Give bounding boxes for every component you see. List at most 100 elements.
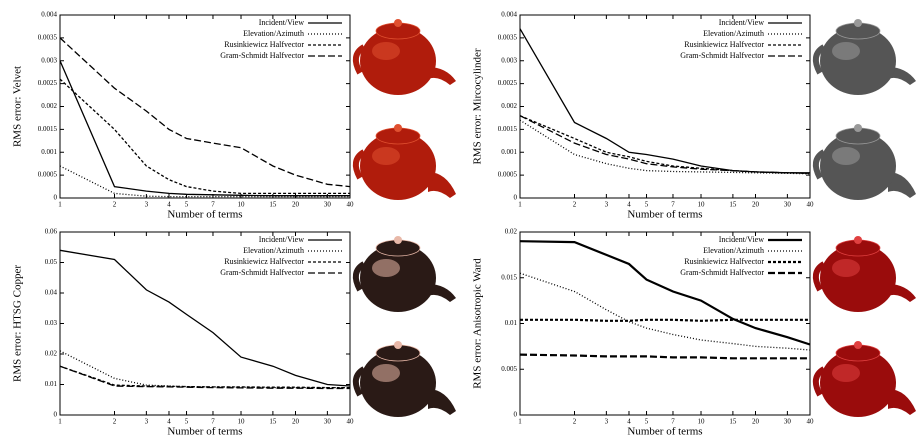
plot-frame [60, 232, 350, 415]
x-tick-label: 7 [211, 201, 215, 209]
x-tick-label: 20 [752, 418, 760, 426]
x-tick-label: 40 [347, 418, 355, 426]
teapot-knob [854, 124, 862, 132]
plot-frame [60, 15, 350, 198]
y-tick-label: 0.02 [45, 350, 58, 358]
x-tick-label: 7 [211, 418, 215, 426]
x-tick-label: 10 [698, 418, 706, 426]
teapot-highlight [832, 42, 860, 60]
x-tick-label: 5 [185, 418, 189, 426]
teapot-knob [854, 341, 862, 349]
teapot-knob [394, 124, 402, 132]
chart-panel: 00.0050.010.0150.021234571015203040Numbe… [472, 228, 916, 437]
x-tick-label: 30 [784, 418, 792, 426]
x-tick-label: 20 [292, 201, 300, 209]
y-tick-label: 0.0015 [38, 125, 58, 133]
x-tick-label: 40 [807, 201, 815, 209]
x-tick-label: 10 [698, 201, 706, 209]
series-line [520, 241, 810, 344]
series-line [520, 116, 810, 174]
x-tick-label: 2 [113, 201, 117, 209]
teapot-highlight [372, 147, 400, 165]
legend-label: Elevation/Azimuth [243, 246, 304, 255]
y-tick-label: 0.003 [41, 56, 57, 64]
legend-label: Gram-Schmidt Halfvector [680, 51, 764, 60]
legend-label: Elevation/Azimuth [703, 246, 764, 255]
series-line [60, 38, 350, 187]
y-tick-label: 0.01 [45, 380, 58, 388]
teapot-render [356, 341, 456, 417]
legend-label: Incident/View [719, 235, 765, 244]
plot-frame [520, 15, 810, 198]
legend-label: Rusinkiewicz Halfvector [684, 257, 764, 266]
y-tick-label: 0.001 [501, 148, 517, 156]
teapot-knob [394, 236, 402, 244]
teapot-render [816, 124, 916, 200]
teapot-render [356, 19, 456, 95]
teapot-render [816, 341, 916, 417]
series-line [60, 366, 350, 388]
y-tick-label: 0.015 [501, 273, 517, 281]
legend-label: Rusinkiewicz Halfvector [684, 40, 764, 49]
legend-label: Gram-Schmidt Halfvector [220, 51, 304, 60]
y-tick-label: 0.0005 [498, 171, 518, 179]
y-tick-label: 0.003 [501, 56, 517, 64]
y-tick-label: 0 [54, 194, 58, 202]
y-tick-label: 0 [54, 411, 58, 419]
series-line [60, 79, 350, 193]
x-tick-label: 40 [807, 418, 815, 426]
chart-panel: 00.00050.0010.00150.0020.00250.0030.0035… [12, 11, 456, 221]
legend-label: Rusinkiewicz Halfvector [224, 40, 304, 49]
teapot-render [816, 19, 916, 95]
teapot-knob [394, 341, 402, 349]
series-line [60, 366, 350, 387]
teapot-render [816, 236, 916, 312]
x-tick-label: 4 [167, 418, 171, 426]
y-tick-label: 0.06 [45, 228, 58, 236]
legend-label: Gram-Schmidt Halfvector [680, 268, 764, 277]
legend-label: Elevation/Azimuth [703, 29, 764, 38]
x-tick-label: 1 [518, 418, 522, 426]
y-tick-label: 0 [514, 194, 518, 202]
x-tick-label: 20 [752, 201, 760, 209]
x-tick-label: 30 [784, 201, 792, 209]
x-tick-label: 1 [518, 201, 522, 209]
series-line [520, 273, 810, 350]
x-tick-label: 4 [167, 201, 171, 209]
series-line [520, 355, 810, 359]
teapot-highlight [372, 259, 400, 277]
teapot-knob [854, 236, 862, 244]
series-line [60, 250, 350, 386]
y-tick-label: 0.05 [45, 258, 58, 266]
y-tick-label: 0.0035 [38, 33, 58, 41]
chart-panel: 00.00050.0010.00150.0020.00250.0030.0035… [472, 11, 916, 221]
y-tick-label: 0.002 [501, 102, 517, 110]
y-axis-label: RMS error: Velvet [12, 66, 24, 147]
legend-label: Gram-Schmidt Halfvector [220, 268, 304, 277]
y-tick-label: 0.004 [41, 11, 57, 19]
teapot-highlight [832, 364, 860, 382]
x-tick-label: 20 [292, 418, 300, 426]
x-tick-label: 2 [113, 418, 117, 426]
x-tick-label: 40 [347, 201, 355, 209]
x-tick-label: 2 [573, 418, 577, 426]
teapot-knob [394, 19, 402, 27]
x-tick-label: 5 [645, 418, 649, 426]
series-line [520, 320, 810, 321]
y-tick-label: 0.0025 [498, 79, 518, 87]
x-tick-label: 15 [729, 418, 737, 426]
x-tick-label: 3 [145, 201, 149, 209]
x-tick-label: 3 [605, 201, 609, 209]
x-tick-label: 4 [627, 418, 631, 426]
y-tick-label: 0.002 [41, 102, 57, 110]
x-tick-label: 15 [269, 201, 277, 209]
y-tick-label: 0.0035 [498, 33, 518, 41]
y-tick-label: 0.004 [501, 11, 517, 19]
x-tick-label: 7 [671, 201, 675, 209]
y-tick-label: 0.0005 [38, 171, 58, 179]
y-tick-label: 0 [514, 411, 518, 419]
series-line [520, 116, 810, 174]
teapot-render [356, 124, 456, 200]
figure: 00.00050.0010.00150.0020.00250.0030.0035… [0, 0, 920, 437]
y-tick-label: 0.02 [505, 228, 518, 236]
